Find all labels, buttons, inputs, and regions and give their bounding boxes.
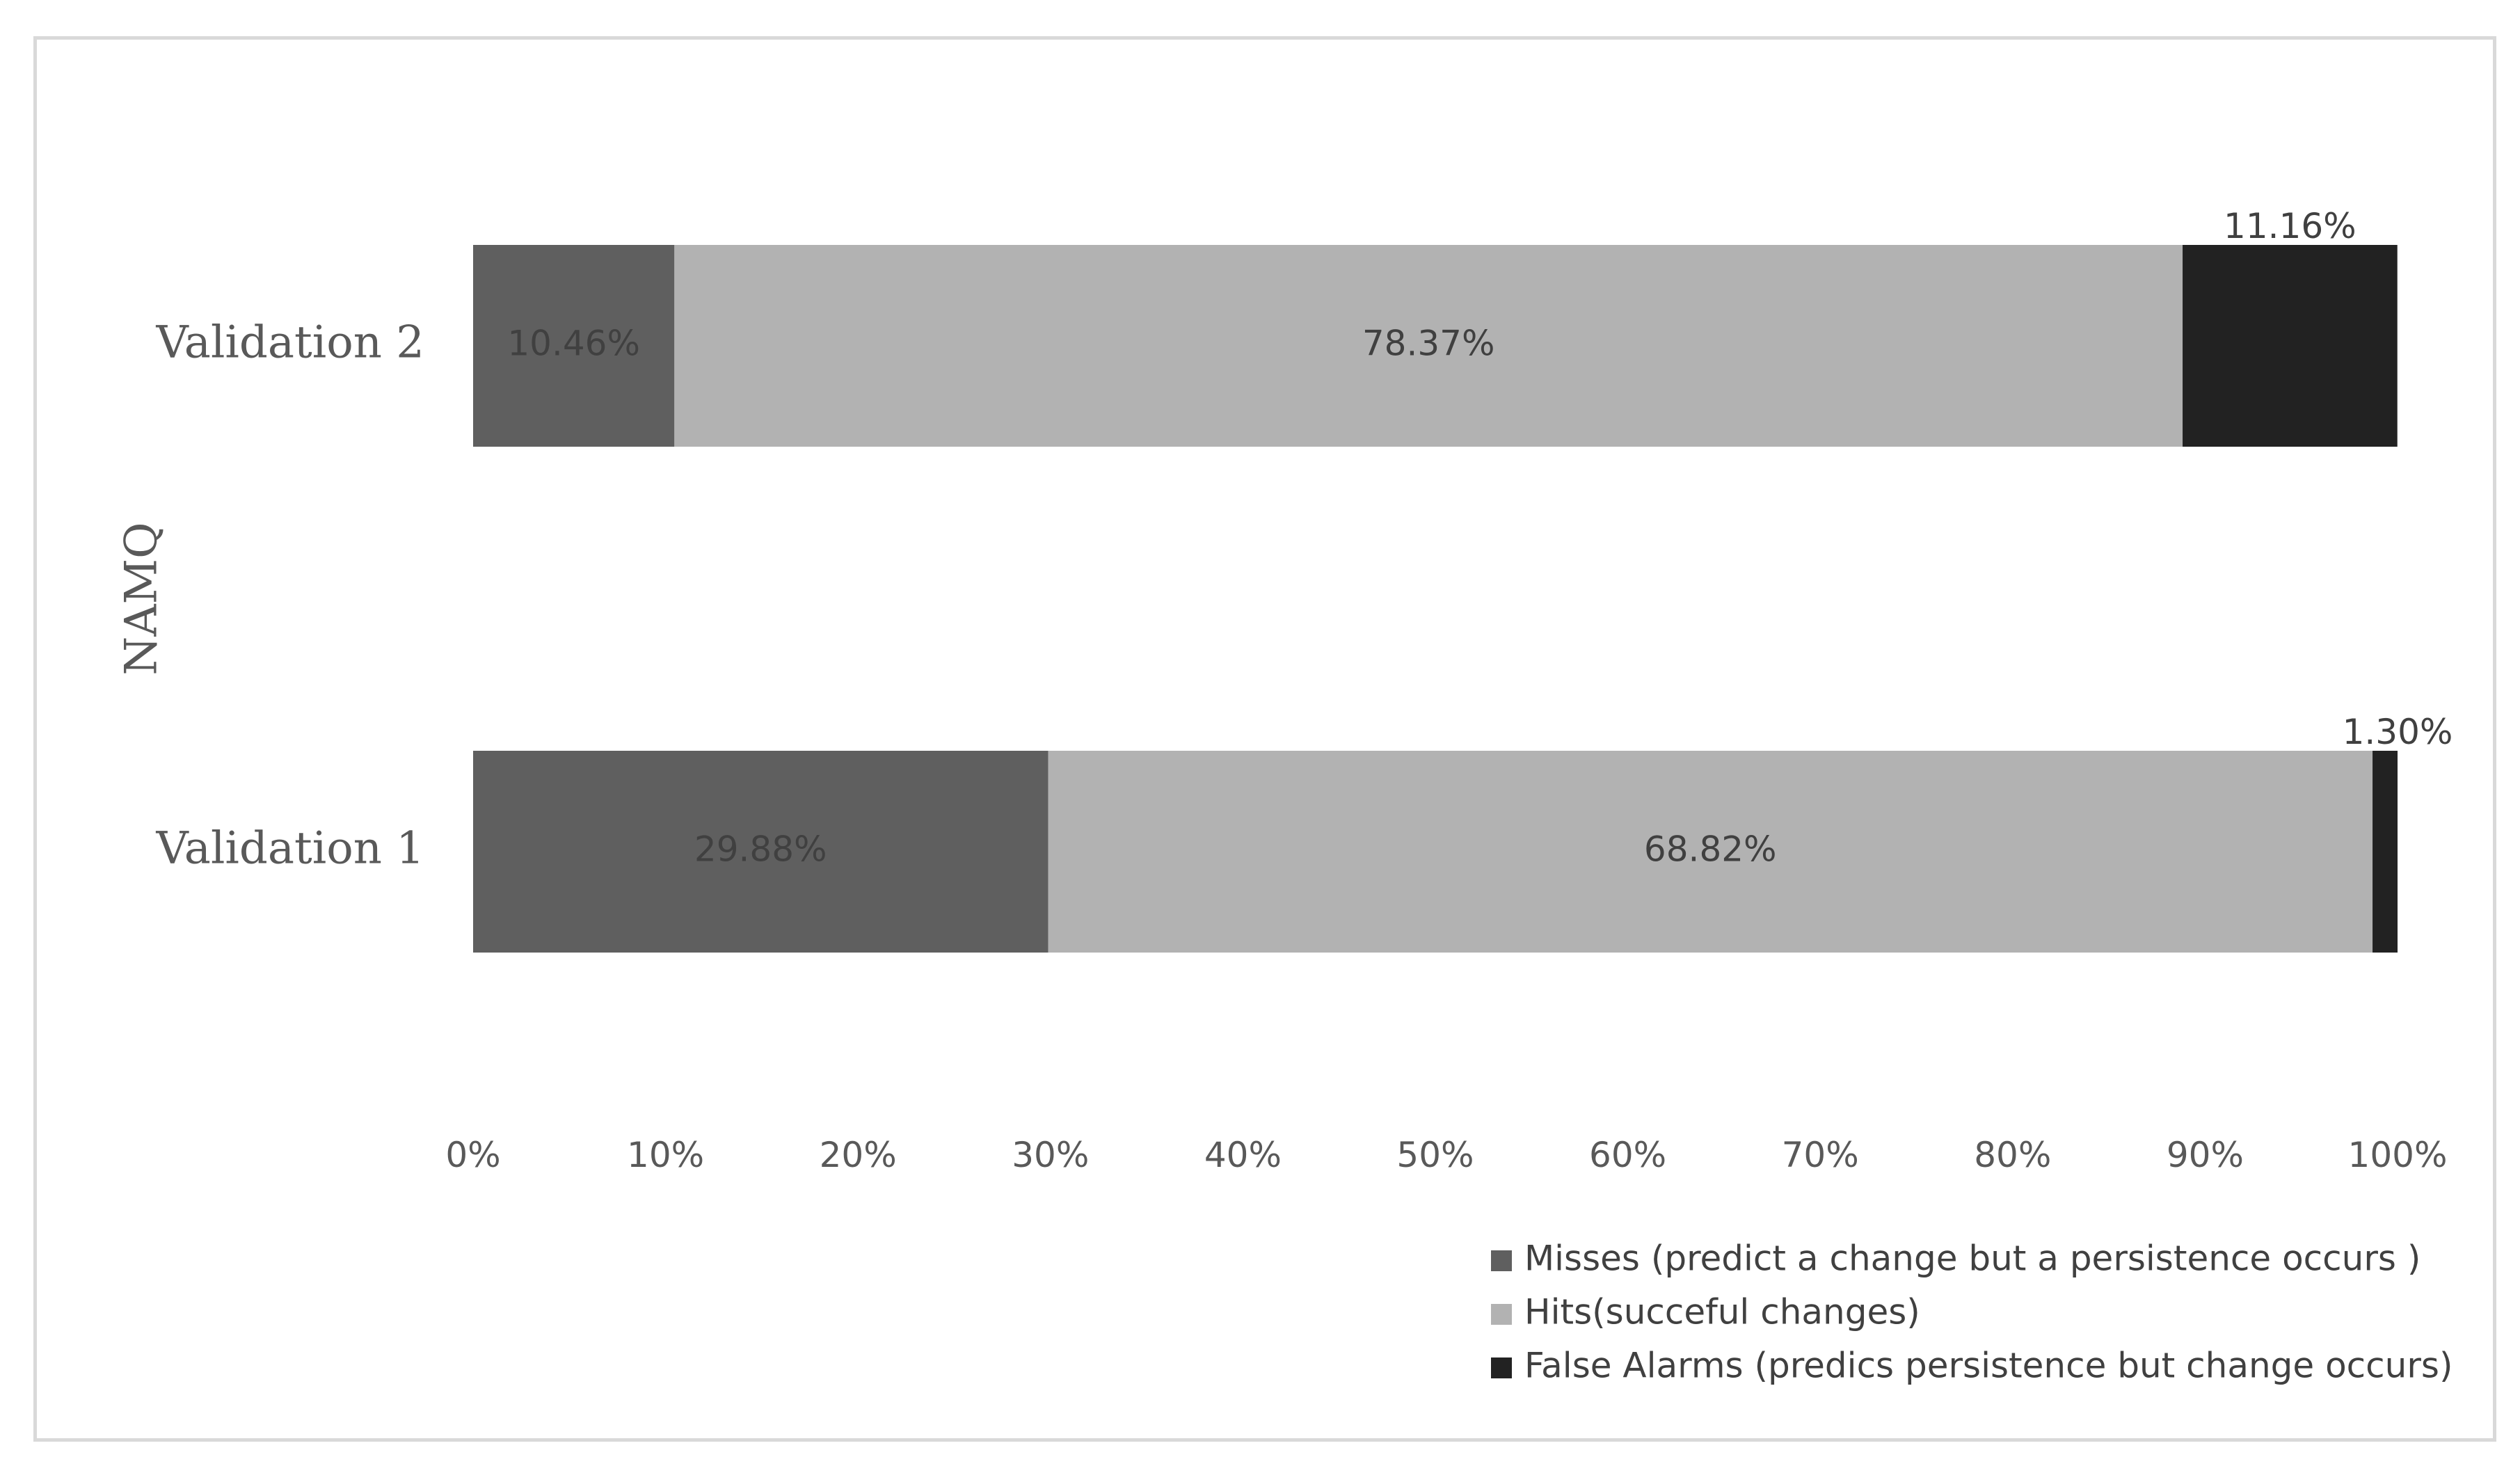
x-tick-label-40: 40%: [1204, 1135, 1282, 1175]
x-tick-label-50: 50%: [1396, 1135, 1474, 1175]
x-axis-ticks: 0% 10% 20% 30% 40% 50% 60% 70% 80% 90% 100%: [445, 1135, 2447, 1175]
x-tick-label-0: 0%: [445, 1135, 500, 1175]
bar-validation-1-series-2: [1048, 751, 2373, 953]
x-tick-label-70: 70%: [1782, 1135, 1859, 1175]
data-label-validation-1-series-1: 29.88%: [694, 829, 827, 870]
category-label-validation-1: Validation 1: [155, 823, 424, 875]
legend-label-2: Hits(succeful changes): [1524, 1292, 1920, 1332]
data-label-validation-1-series-3: 1.30%: [2343, 712, 2453, 752]
x-tick-label-60: 60%: [1589, 1135, 1666, 1175]
y-axis-title: NAMQ: [116, 522, 168, 675]
x-tick-label-100: 100%: [2348, 1135, 2448, 1175]
x-tick-label-10: 10%: [627, 1135, 704, 1175]
bar-validation-1-series-1: [473, 751, 1048, 953]
bar-validation-2-series-3: [2183, 245, 2398, 447]
bar-validation-1-series-3: [2373, 751, 2398, 953]
x-tick-label-80: 80%: [1974, 1135, 2051, 1175]
bar-validation-2-series-2: [674, 245, 2183, 447]
bar-validation-2-series-1: [473, 245, 675, 447]
data-labels: 10.46% 78.37% 11.16% 29.88% 68.82% 1.30%: [507, 206, 2453, 870]
bars: [473, 245, 2398, 953]
chart-frame: NAMQ Validation 2 Validation 1 10.46% 78.3…: [33, 36, 2496, 1442]
category-labels: Validation 2 Validation 1: [155, 317, 424, 875]
legend-swatch-2: [1491, 1304, 1512, 1325]
data-label-validation-1-series-2: 68.82%: [1644, 829, 1777, 870]
chart-svg: NAMQ Validation 2 Validation 1 10.46% 78.3…: [116, 206, 2453, 1386]
x-tick-label-90: 90%: [2167, 1135, 2244, 1175]
legend: Misses (predict a change but a persisten…: [1491, 1239, 2453, 1386]
data-label-validation-2-series-1: 10.46%: [507, 324, 640, 364]
data-label-validation-2-series-2: 78.37%: [1362, 324, 1495, 364]
legend-label-1: Misses (predict a change but a persisten…: [1524, 1239, 2421, 1279]
x-tick-label-30: 30%: [1012, 1135, 1089, 1175]
x-tick-label-20: 20%: [820, 1135, 897, 1175]
legend-swatch-3: [1491, 1357, 1512, 1378]
category-label-validation-2: Validation 2: [155, 317, 424, 369]
legend-swatch-1: [1491, 1250, 1512, 1271]
data-label-validation-2-series-3: 11.16%: [2224, 206, 2356, 246]
legend-label-3: False Alarms (predics persistence but ch…: [1524, 1346, 2453, 1386]
